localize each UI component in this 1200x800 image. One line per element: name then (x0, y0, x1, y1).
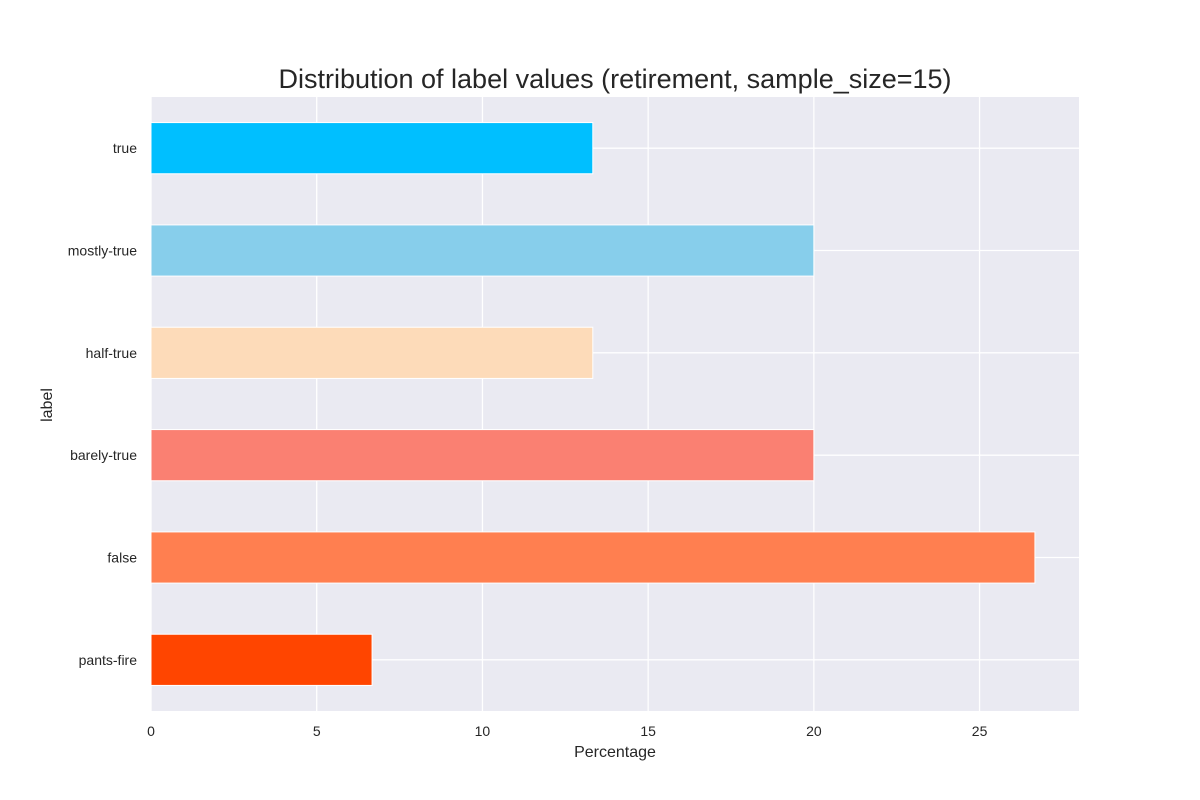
bars (150, 122, 1036, 686)
bar-false (150, 531, 1036, 584)
y-tick-label: half-true (86, 345, 138, 361)
bar-half-true (150, 326, 594, 379)
bar-mostly-true (150, 224, 815, 277)
chart-title: Distribution of label values (retirement… (278, 64, 951, 94)
bar-pants-fire (150, 633, 373, 686)
x-tick-label: 15 (640, 723, 656, 739)
x-axis-label: Percentage (574, 744, 656, 761)
y-axis-label: label (39, 388, 56, 422)
plot-background (151, 97, 1079, 711)
y-axis-ticks: pants-fire false barely-true half-true mostl… (68, 140, 137, 668)
y-tick-label: false (107, 550, 137, 566)
y-tick-label: barely-true (70, 447, 137, 463)
x-tick-label: 5 (313, 723, 321, 739)
y-tick-label: mostly-true (68, 243, 137, 259)
bar-barely-true (150, 429, 815, 482)
x-tick-label: 25 (972, 723, 988, 739)
x-axis-ticks: 0 5 10 15 20 25 (147, 723, 987, 739)
y-tick-label: pants-fire (79, 652, 138, 668)
y-tick-label: true (113, 140, 137, 156)
x-tick-label: 10 (475, 723, 491, 739)
x-tick-label: 20 (806, 723, 822, 739)
bar-true (150, 122, 594, 175)
x-tick-label: 0 (147, 723, 155, 739)
